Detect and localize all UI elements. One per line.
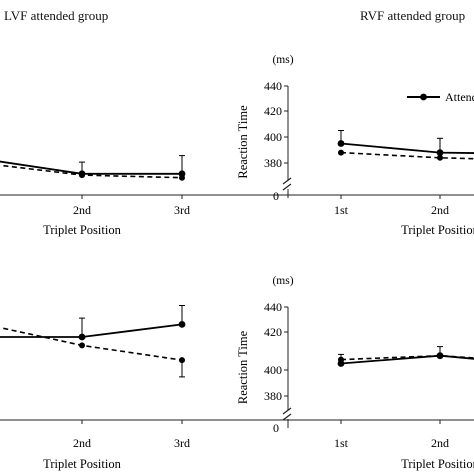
legend-marker xyxy=(420,93,427,101)
chart-panel-4: 380 400 420 440 0 (ms) Reaction Time 1st 2nd Trip… xyxy=(236,275,474,471)
y-axis-label: Reaction Time xyxy=(236,105,250,179)
x-tick-label: 1st xyxy=(334,436,349,450)
series-line-dashed xyxy=(0,326,183,361)
data-point xyxy=(338,356,344,363)
axis-break-mark xyxy=(282,183,292,191)
series-line-solid xyxy=(0,160,182,175)
data-point xyxy=(79,342,85,349)
y-axis-label: Reaction Time xyxy=(236,330,250,404)
series-line-solid xyxy=(0,323,183,338)
x-axis-label: Triplet Position xyxy=(401,457,474,471)
x-tick-label: 3rd xyxy=(174,203,190,217)
series-line-solid xyxy=(340,142,474,154)
axis-break-mark xyxy=(282,413,292,421)
series-line-dashed xyxy=(0,164,183,179)
y-tick-label: 400 xyxy=(264,363,282,377)
x-axis-label: Triplet Position xyxy=(401,223,474,237)
x-tick-label: 2nd xyxy=(73,203,91,217)
group-title-rvf: RVF attended group xyxy=(360,8,466,23)
y-tick-label: 380 xyxy=(264,389,282,403)
data-point xyxy=(79,172,85,179)
y-unit-label: (ms) xyxy=(272,275,293,287)
data-point xyxy=(178,321,186,328)
x-tick-label: 2nd xyxy=(431,203,449,217)
y-tick-label: 400 xyxy=(264,130,282,144)
x-tick-label: 1st xyxy=(334,203,349,217)
y-tick-label-zero: 0 xyxy=(273,421,279,435)
series-line-dashed xyxy=(340,151,474,160)
data-point xyxy=(179,357,185,364)
data-point xyxy=(436,149,444,157)
data-point xyxy=(437,154,443,161)
x-tick-label: 2nd xyxy=(431,436,449,450)
chart-panel-2: 380 400 420 440 0 (ms) Reaction Time 1st 2nd Trip… xyxy=(236,54,474,237)
data-point xyxy=(338,149,344,156)
data-point xyxy=(179,174,185,181)
y-tick-label: 380 xyxy=(264,156,282,170)
y-tick-label: 440 xyxy=(264,79,282,93)
data-point xyxy=(437,352,443,359)
x-tick-label: 2nd xyxy=(73,436,91,450)
y-tick-label: 420 xyxy=(264,325,282,339)
x-tick-label: 3rd xyxy=(174,436,190,450)
axis-break-mark xyxy=(282,407,292,415)
chart-panel-3: 2nd 3rd Triplet Position xyxy=(0,305,474,471)
x-axis-label: Triplet Position xyxy=(43,223,121,237)
data-point xyxy=(337,140,345,147)
legend-label-attended: Attended xyxy=(445,90,474,104)
x-axis-label: Triplet Position xyxy=(43,457,121,471)
axis-break-mark xyxy=(282,177,292,185)
y-tick-label: 440 xyxy=(264,300,282,314)
y-unit-label: (ms) xyxy=(272,54,293,66)
group-title-lvf: LVF attended group xyxy=(4,8,109,23)
data-point xyxy=(78,333,86,341)
y-tick-label-zero: 0 xyxy=(273,189,279,203)
y-tick-label: 420 xyxy=(264,104,282,118)
